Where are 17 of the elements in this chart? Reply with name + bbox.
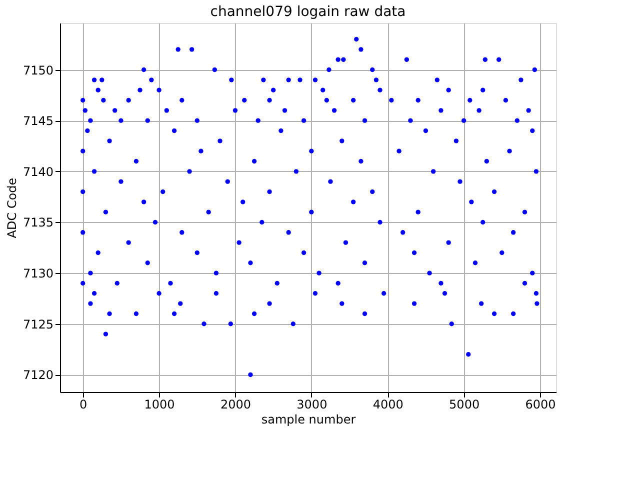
- x-tick-label: 6000: [525, 398, 556, 412]
- x-axis-title: sample number: [261, 412, 356, 426]
- y-tick-label: 7135: [22, 216, 54, 230]
- x-tick-label: 4000: [372, 398, 404, 412]
- x-tick-label: 3000: [296, 398, 328, 412]
- y-axis-title: ADC Code: [4, 178, 19, 238]
- y-tick-label: 7140: [22, 164, 54, 179]
- y-tick-label: 7125: [22, 317, 54, 332]
- x-tick-label: 2000: [220, 398, 252, 412]
- x-tick-label: 1000: [144, 398, 175, 412]
- chart-title: channel079 logain raw data: [210, 4, 406, 20]
- y-tick-label: 7150: [22, 63, 54, 78]
- y-tick-label: 7120: [22, 368, 54, 382]
- x-tick-label: 0: [80, 398, 88, 412]
- y-tick-label: 7130: [22, 266, 54, 281]
- x-tick-label: 5000: [449, 398, 480, 412]
- y-tick-label: 7145: [22, 114, 54, 128]
